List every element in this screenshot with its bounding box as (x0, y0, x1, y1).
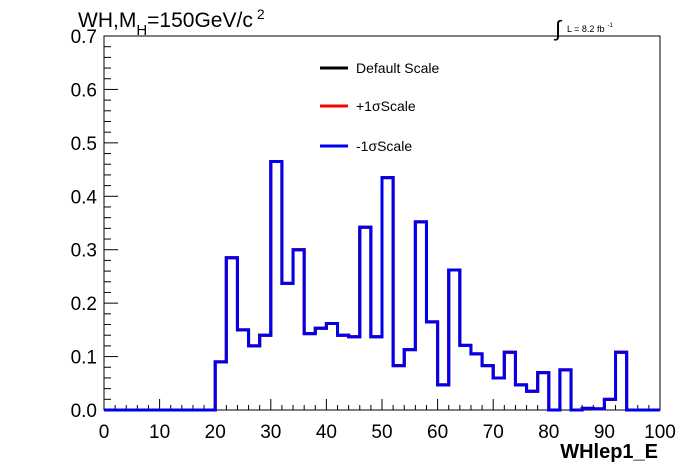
chart-title-subscript: H (136, 22, 147, 39)
x-tick-label: 30 (260, 422, 281, 443)
x-tick-label: 40 (316, 422, 337, 443)
lumi-label: L = 8.2 fb -1 (567, 23, 613, 34)
x-tick-label: 90 (594, 422, 615, 443)
y-tick-label: 0.2 (71, 294, 97, 315)
chart-title-rest: =150GeV/c (147, 9, 253, 32)
x-tick-label: 70 (483, 422, 504, 443)
x-tick-label: 80 (538, 422, 559, 443)
y-tick-label: 0.1 (71, 348, 97, 369)
legend-label: Default Scale (356, 60, 439, 76)
x-tick-label: 0 (99, 422, 110, 443)
y-tick-label: 0.4 (71, 187, 98, 208)
x-tick-label: 50 (371, 422, 392, 443)
series-line--1-scale (104, 160, 660, 412)
y-tick-label: 0.6 (71, 80, 97, 101)
legend-label: +1σScale (356, 98, 416, 114)
axis-ticks-layer: 0 10 20 30 40 50 60 70 80 90 100 0.0 0.1 0.2 0.3 0.4 0.5… (71, 27, 676, 443)
chart-title-superscript: 2 (257, 6, 265, 22)
lumi-integral-sign: ∫ (553, 16, 563, 41)
series-layer (104, 160, 660, 412)
y-tick-label: 0.5 (71, 134, 97, 155)
lumi-text: L = 8.2 fb (567, 24, 604, 34)
y-tick-label: 0.3 (71, 241, 97, 262)
chart-title: WH,MH=150GeV/c 2 (78, 6, 265, 39)
x-tick-label: 60 (427, 422, 448, 443)
chart-title-main: WH,M (78, 9, 136, 32)
y-tick-label: 0.7 (71, 27, 97, 48)
x-tick-label: 100 (644, 422, 676, 443)
y-tick-label: 0.0 (71, 401, 97, 422)
legend: Default Scale +1σScale -1σScale (320, 60, 439, 154)
x-axis-label: WHlep1_E (560, 441, 658, 463)
x-tick-label: 10 (149, 422, 170, 443)
lumi-superscript: -1 (607, 23, 613, 29)
x-tick-label: 20 (205, 422, 226, 443)
legend-label: -1σScale (356, 138, 412, 154)
